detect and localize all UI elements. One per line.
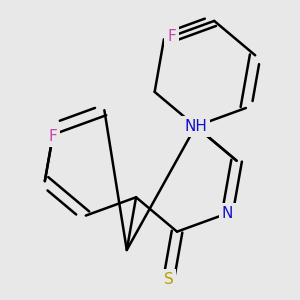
- Text: F: F: [167, 29, 176, 44]
- Text: F: F: [48, 129, 57, 144]
- Text: S: S: [164, 272, 174, 286]
- Text: NH: NH: [184, 119, 207, 134]
- Text: N: N: [222, 206, 233, 221]
